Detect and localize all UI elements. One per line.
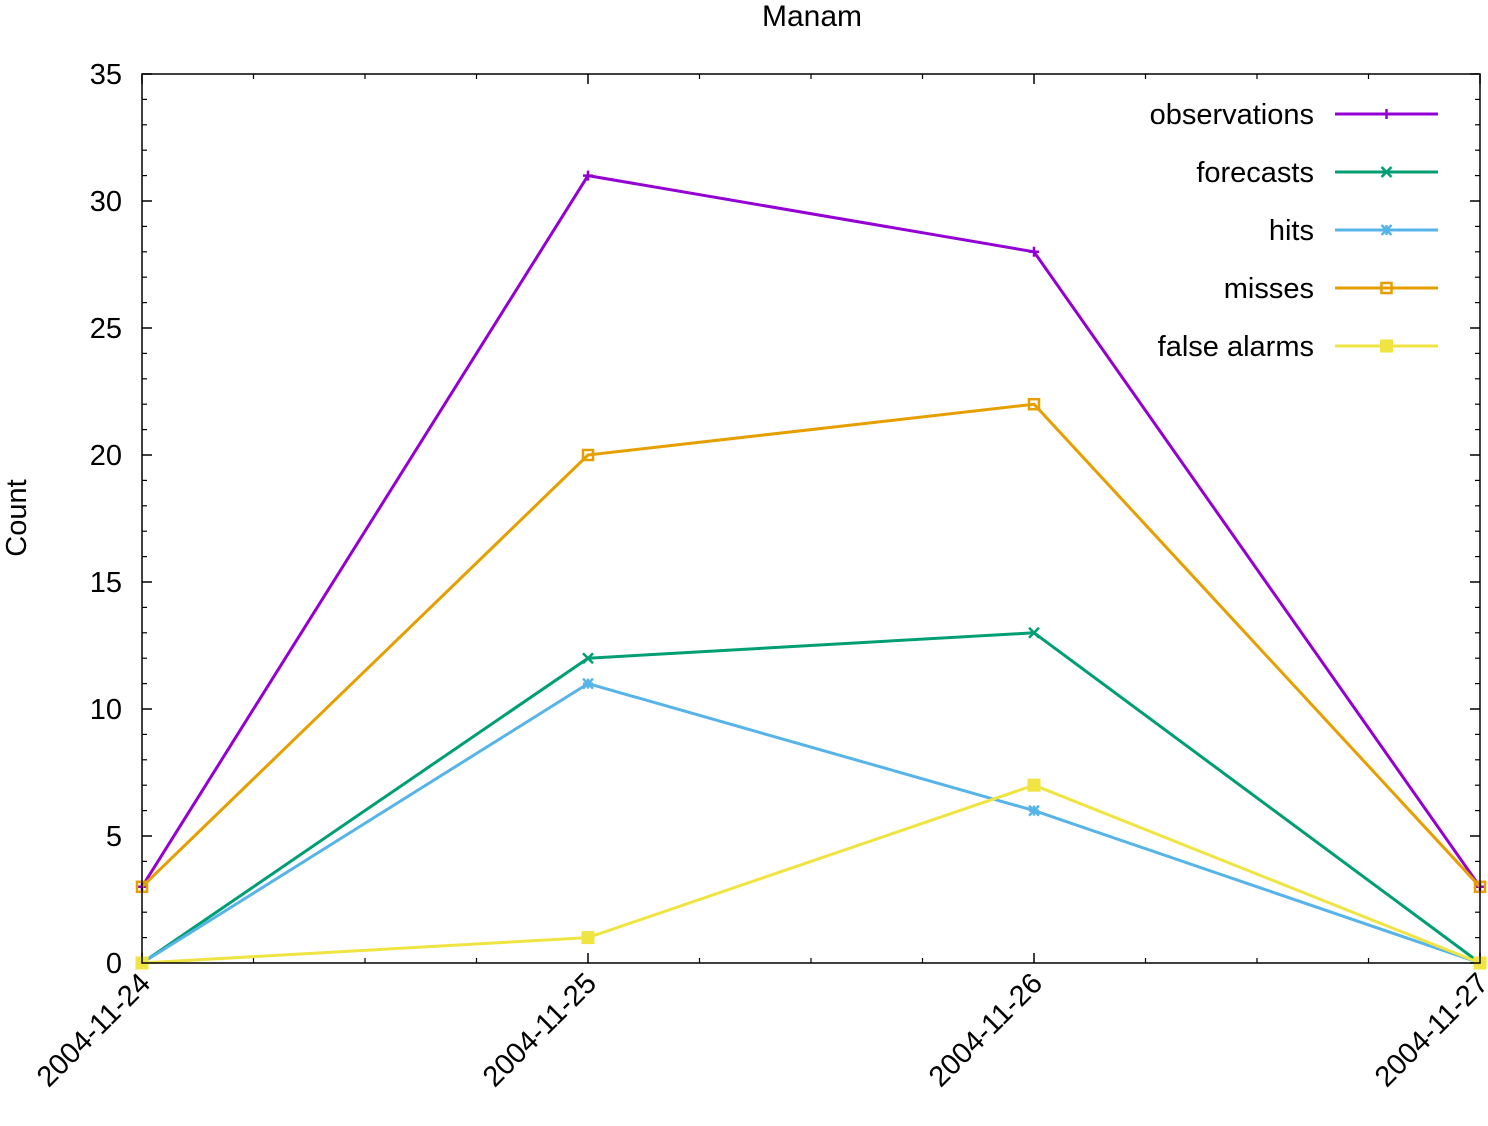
legend-swatch-marker [1381, 109, 1392, 119]
legend-label: misses [1224, 273, 1314, 305]
y-tick-label: 25 [90, 313, 122, 345]
y-tick-label: 20 [90, 440, 122, 472]
x-tick-label: 2004-11-27 [1369, 967, 1488, 1093]
legend-swatch-marker [1380, 339, 1393, 353]
series-lines [135, 170, 1487, 970]
legend-swatch-marker [1380, 166, 1393, 178]
series-line [140, 402, 1482, 888]
series-false-alarms [135, 778, 1487, 970]
legend-item: misses [1224, 273, 1438, 305]
legend-label: forecasts [1196, 157, 1314, 189]
y-tick-label: 35 [90, 59, 122, 91]
series-forecasts [136, 626, 1486, 969]
chart-title: Manam [762, 0, 862, 33]
data-point [581, 931, 595, 945]
data-point [582, 652, 594, 665]
legend-swatch-marker [1380, 281, 1393, 295]
series-line [140, 174, 1482, 888]
x-tick-label: 2004-11-24 [31, 967, 157, 1093]
legend-swatch-marker [1380, 224, 1393, 236]
series-line [141, 682, 1481, 965]
series-hits [136, 677, 1486, 969]
data-point [1029, 246, 1039, 257]
y-tick-label: 0 [106, 948, 122, 980]
series-line [141, 631, 1481, 965]
x-tick-label: 2004-11-25 [477, 967, 603, 1093]
data-point [582, 677, 594, 690]
x-tick-label: 2004-11-26 [923, 967, 1049, 1093]
data-point [1027, 397, 1041, 411]
legend-label: hits [1269, 215, 1314, 247]
legend-label: false alarms [1158, 331, 1314, 363]
y-tick-label: 10 [90, 694, 122, 726]
y-axis-label: Count [1, 479, 33, 556]
legend-item: false alarms [1158, 331, 1438, 363]
data-point [1028, 804, 1040, 817]
y-tick-label: 30 [90, 186, 122, 218]
legend: observations forecasts hits misses false ala… [1150, 99, 1438, 363]
data-point [1027, 778, 1041, 792]
data-point [583, 170, 593, 181]
data-point [581, 448, 595, 462]
legend-label: observations [1150, 99, 1314, 131]
y-tick-label: 5 [106, 821, 122, 853]
data-point [1028, 626, 1040, 639]
plot-frame [141, 73, 1481, 964]
legend-item: forecasts [1196, 157, 1438, 189]
y-tick-label: 15 [90, 567, 122, 599]
series-line [141, 783, 1481, 965]
legend-item: observations [1150, 99, 1438, 131]
legend-item: hits [1269, 215, 1438, 247]
